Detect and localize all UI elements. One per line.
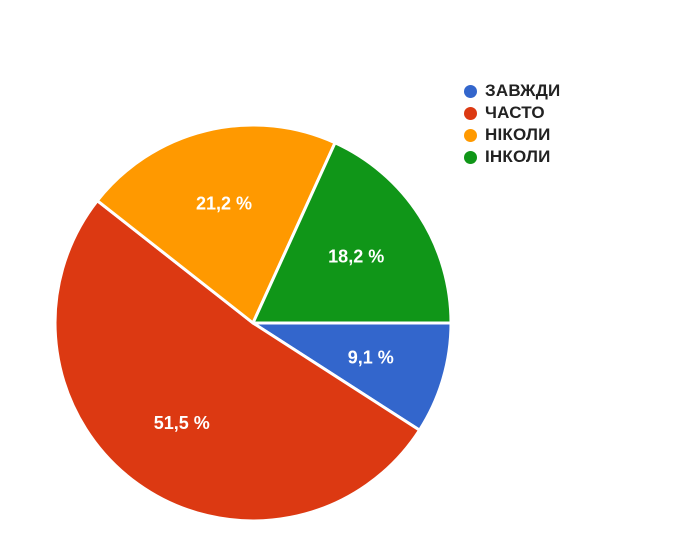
legend-marker-icon <box>464 84 477 98</box>
pie-slice-zavzhdy[interactable] <box>251 321 453 432</box>
legend-item-zavzhdy[interactable]: ЗАВЖДИ <box>464 80 560 102</box>
pie-slice-inkoly[interactable] <box>251 141 453 325</box>
legend-marker-icon <box>464 106 477 120</box>
slice-value-label-zavzhdy: 9,1 % <box>348 348 394 368</box>
legend-label: ІНКОЛИ <box>485 147 551 166</box>
legend-marker-icon <box>464 150 477 164</box>
slice-value-label-nikoly: 21,2 % <box>196 194 252 214</box>
legend-label: ЧАСТО <box>485 103 545 122</box>
legend-marker-icon <box>464 128 477 142</box>
legend: ЗАВЖДИ ЧАСТО НІКОЛИ ІНКОЛИ <box>464 80 560 168</box>
pie-slices <box>53 123 453 523</box>
legend-item-inkoly[interactable]: ІНКОЛИ <box>464 146 560 168</box>
pie-value-labels: 9,1 % 51,5 % 21,2 % 18,2 % <box>154 194 394 433</box>
legend-label: ЗАВЖДИ <box>485 81 561 100</box>
legend-item-nikoly[interactable]: НІКОЛИ <box>464 124 560 146</box>
legend-item-chasto[interactable]: ЧАСТО <box>464 102 560 124</box>
slice-value-label-inkoly: 18,2 % <box>328 247 384 267</box>
pie-slice-chasto[interactable] <box>53 199 422 523</box>
pie-slice-nikoly[interactable] <box>95 123 337 325</box>
slice-value-label-chasto: 51,5 % <box>154 413 210 433</box>
legend-label: НІКОЛИ <box>485 125 551 144</box>
